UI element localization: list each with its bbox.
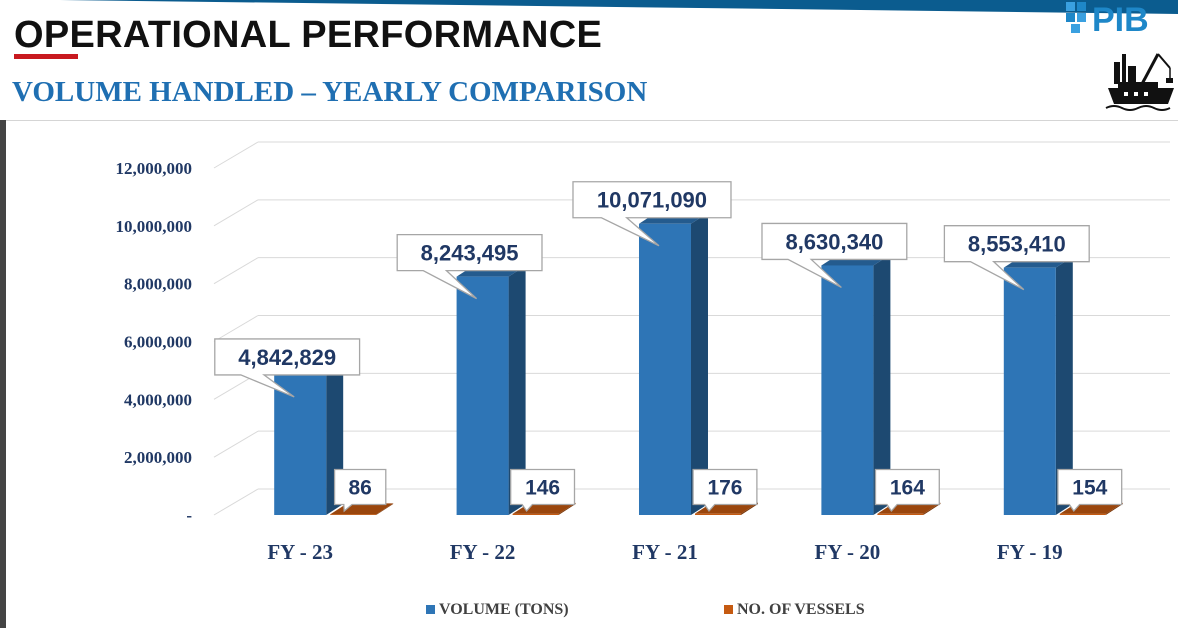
volume-bar: [456, 265, 526, 515]
y-tick-label: 6,000,000: [124, 333, 192, 352]
legend-swatch: [426, 605, 435, 614]
gridline-diagonal: [213, 315, 259, 342]
y-tick-label: 2,000,000: [124, 448, 192, 467]
company-logo: PIB: [1066, 1, 1149, 39]
svg-text:154: 154: [1072, 477, 1107, 500]
gridline-diagonal: [213, 488, 259, 516]
vessels-data-label: 86: [333, 468, 387, 513]
page-subtitle: VOLUME HANDLED – YEARLY COMPARISON: [12, 76, 648, 108]
legend-label: VOLUME (TONS): [439, 601, 569, 618]
gridline-diagonal: [213, 430, 259, 458]
x-category-label: FY - 20: [815, 540, 881, 564]
volume-bar: [638, 212, 708, 515]
header-divider: [6, 120, 1178, 121]
svg-text:86: 86: [349, 477, 372, 500]
vessels-data-label: 154: [1057, 468, 1123, 513]
volume-data-label: 8,630,340: [761, 222, 908, 289]
gridline-diagonal: [213, 257, 259, 285]
legend-swatch: [724, 605, 733, 614]
x-category-label: FY - 19: [997, 540, 1063, 564]
vessels-data-label: 146: [510, 468, 576, 513]
svg-text:8,630,340: 8,630,340: [785, 229, 883, 254]
svg-text:164: 164: [890, 477, 925, 500]
svg-text:8,243,495: 8,243,495: [421, 241, 519, 266]
svg-text:4,842,829: 4,842,829: [238, 345, 336, 370]
title-underline: [14, 54, 78, 59]
logo-mark-icon: [1066, 2, 1086, 33]
volume-data-label: 8,553,410: [943, 225, 1090, 291]
x-category-label: FY - 22: [450, 540, 516, 564]
svg-text:8,553,410: 8,553,410: [968, 232, 1066, 257]
gridline-diagonal: [213, 141, 259, 169]
svg-text:10,071,090: 10,071,090: [597, 188, 707, 213]
volume-bar: [821, 254, 891, 515]
y-tick-label: 8,000,000: [124, 275, 192, 294]
left-edge-bar: [0, 120, 6, 628]
legend-label: NO. OF VESSELS: [737, 601, 865, 618]
volume-bar: [274, 363, 344, 515]
port-ship-icon: [1105, 53, 1174, 111]
y-tick-label: 10,000,000: [116, 217, 193, 236]
gridline-diagonal: [213, 199, 259, 227]
volume-data-label: 4,842,829: [214, 338, 361, 398]
y-tick-label: 12,000,000: [116, 159, 193, 178]
volume-bar: [1003, 256, 1073, 515]
svg-text:176: 176: [707, 477, 742, 500]
y-tick-label: 4,000,000: [124, 390, 192, 409]
volume-data-label: 8,243,495: [396, 233, 543, 300]
svg-text:146: 146: [525, 477, 560, 500]
vessels-data-label: 176: [692, 468, 758, 513]
vessels-data-label: 164: [874, 468, 940, 513]
x-category-label: FY - 21: [632, 540, 698, 564]
logo-text: PIB: [1092, 1, 1149, 39]
top-blue-bar: [60, 0, 1178, 14]
volume-data-label: 10,071,090: [572, 181, 732, 247]
page-title: OPERATIONAL PERFORMANCE: [14, 14, 603, 56]
x-category-label: FY - 23: [267, 540, 333, 564]
y-tick-label: -: [186, 506, 192, 525]
